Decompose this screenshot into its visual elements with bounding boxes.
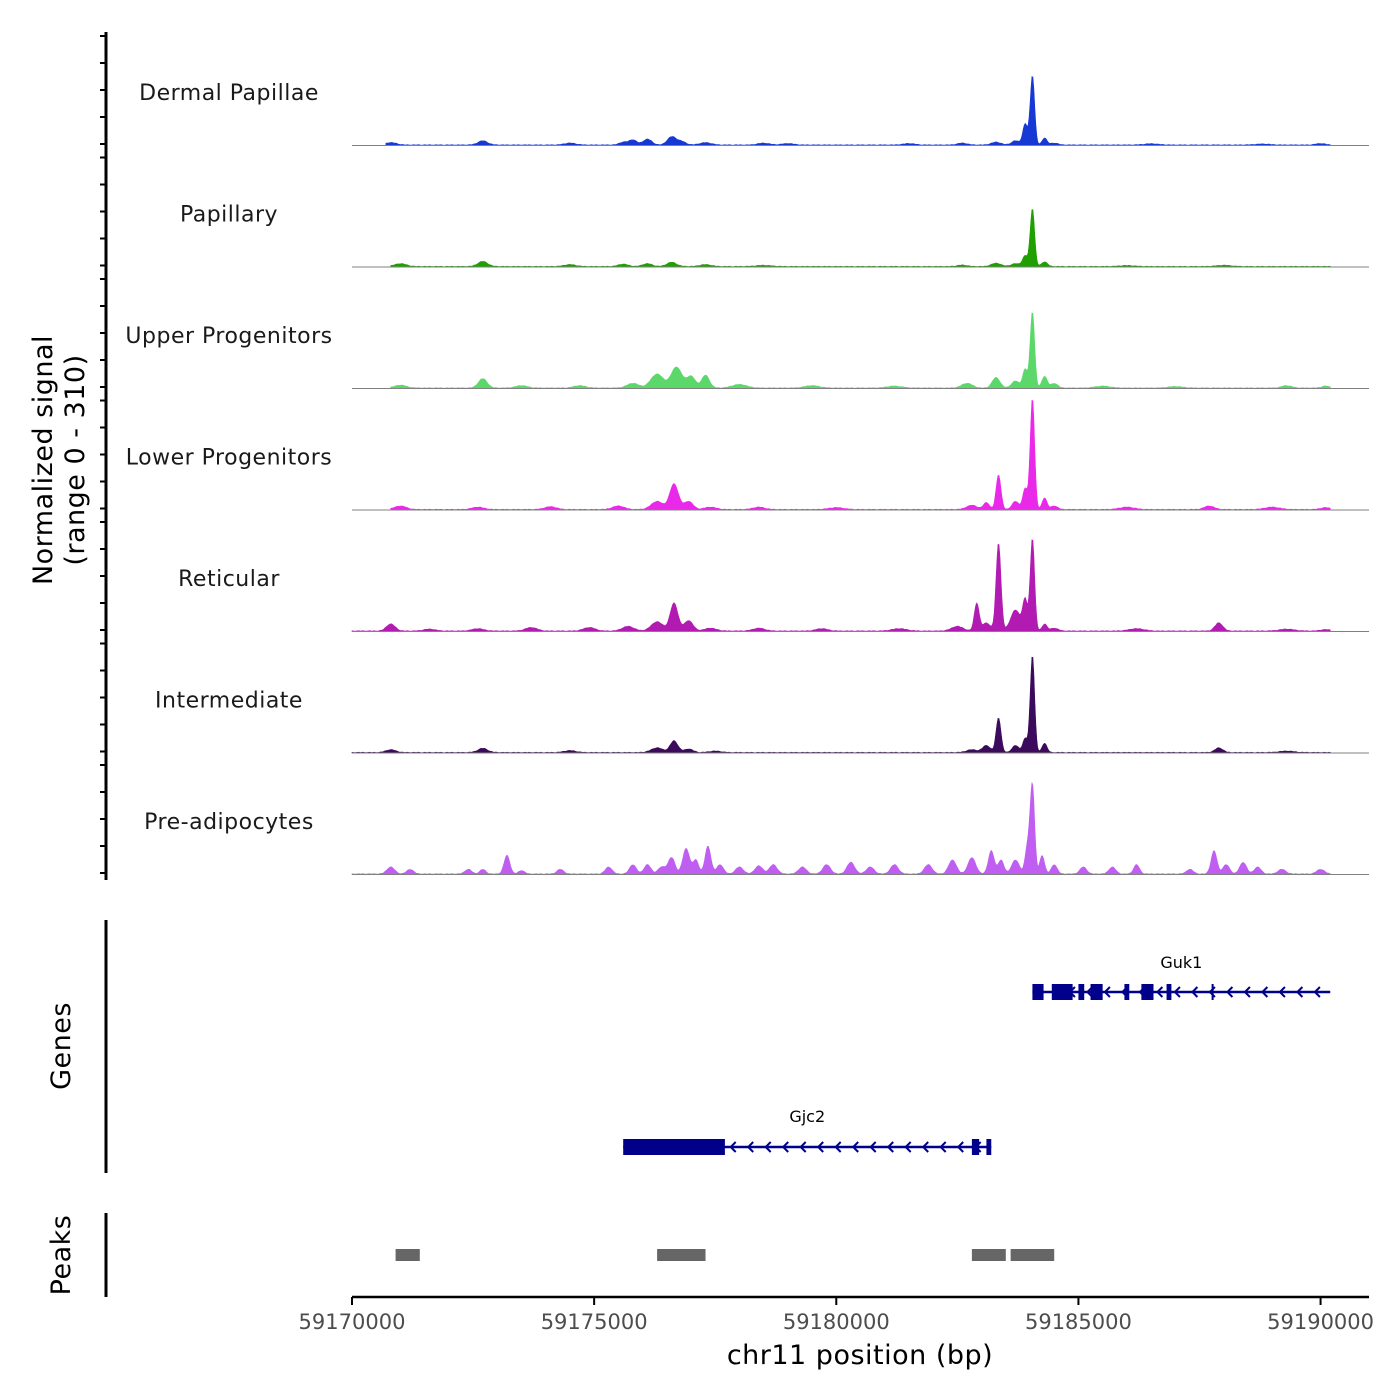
strand-arrow-icon — [799, 1141, 807, 1153]
strand-arrow-icon — [1313, 986, 1321, 998]
track-label: Papillary — [180, 203, 278, 228]
track-papillary: Papillary — [180, 203, 1369, 268]
strand-arrow-icon — [1156, 986, 1164, 998]
x-tick-label: 59175000 — [541, 1310, 648, 1334]
gene-exon — [971, 1139, 980, 1155]
strand-arrow-icon — [921, 1141, 929, 1153]
strand-arrow-icon — [869, 1141, 877, 1153]
strand-arrow-icon — [904, 1141, 912, 1153]
track-label: Lower Progenitors — [126, 446, 332, 471]
x-tick-label: 59185000 — [1025, 1310, 1132, 1334]
peak-regions — [395, 1249, 1055, 1261]
strand-arrow-icon — [781, 1141, 789, 1153]
signal-area-dermal-papillae — [385, 76, 1331, 146]
gene-label: Guk1 — [1160, 953, 1202, 972]
gene-gjc2: Gjc2 — [623, 1107, 992, 1155]
strand-arrow-icon — [1191, 986, 1199, 998]
strand-arrow-icon — [764, 1141, 772, 1153]
track-label: Pre-adipocytes — [144, 810, 314, 835]
gene-exon — [1051, 984, 1073, 1000]
gene-exon — [986, 1139, 992, 1155]
y-axis-title-line-2: (range 0 - 310) — [60, 354, 91, 565]
gene-exon — [1078, 984, 1085, 1000]
signal-area-lower-progenitors — [390, 400, 1331, 511]
track-upper-progenitors: Upper Progenitors — [125, 312, 1369, 389]
gene-exon — [1090, 984, 1103, 1000]
strand-arrow-icon — [1173, 986, 1181, 998]
track-reticular: Reticular — [178, 539, 1369, 632]
track-label: Dermal Papillae — [139, 81, 319, 106]
track-label: Upper Progenitors — [125, 324, 332, 349]
gene-exon — [1211, 984, 1214, 1000]
gene-exon — [1124, 984, 1130, 1000]
signal-axis-ticks — [100, 35, 106, 874]
strand-arrow-icon — [1226, 986, 1234, 998]
x-axis-ticks: 59170000 59175000 59180000 59185000 59190000 — [299, 1297, 1374, 1334]
strand-arrow-icon — [1103, 986, 1111, 998]
gene-exon — [1141, 984, 1154, 1000]
gene-guk1: Guk1 — [1032, 953, 1331, 1000]
track-intermediate: Intermediate — [155, 656, 1369, 754]
signal-area-upper-progenitors — [390, 312, 1331, 389]
strand-arrow-icon — [1296, 986, 1304, 998]
peak-region — [1010, 1249, 1055, 1261]
gene-annotations: Guk1 Gjc2 — [623, 953, 1331, 1155]
track-dermal-papillae: Dermal Papillae — [139, 76, 1369, 146]
strand-arrow-icon — [1243, 986, 1251, 998]
track-label: Reticular — [178, 567, 280, 592]
track-lower-progenitors: Lower Progenitors — [126, 400, 1369, 511]
x-axis-title: chr11 position (bp) — [727, 1340, 993, 1371]
gene-label: Gjc2 — [789, 1107, 825, 1126]
strand-arrow-icon — [834, 1141, 842, 1153]
signal-area-reticular — [351, 539, 1331, 632]
strand-arrow-icon — [816, 1141, 824, 1153]
x-tick-label: 59170000 — [299, 1310, 406, 1334]
strand-arrow-icon — [746, 1141, 754, 1153]
x-tick-label: 59180000 — [783, 1310, 890, 1334]
signal-tracks: Dermal Papillae Papillary Upper Progenitor… — [125, 76, 1369, 875]
signal-area-papillary — [390, 209, 1331, 268]
strand-arrow-icon — [1261, 986, 1269, 998]
peak-region — [395, 1249, 420, 1261]
strand-arrow-icon — [956, 1141, 964, 1153]
y-axis-title-line-1: Normalized signal — [28, 335, 59, 585]
strand-arrow-icon — [729, 1141, 737, 1153]
signal-area-intermediate — [351, 656, 1331, 754]
genes-panel-title: Genes — [46, 1002, 77, 1090]
track-pre-adipocytes: Pre-adipocytes — [144, 782, 1369, 875]
gene-exon — [623, 1139, 725, 1155]
peak-region — [971, 1249, 1006, 1261]
peak-region — [657, 1249, 706, 1261]
strand-arrow-icon — [851, 1141, 859, 1153]
signal-area-pre-adipocytes — [351, 782, 1331, 875]
track-label: Intermediate — [155, 689, 303, 714]
peaks-panel-title: Peaks — [46, 1215, 77, 1296]
gene-exon — [1166, 984, 1172, 1000]
strand-arrow-icon — [1278, 986, 1286, 998]
x-tick-label: 59190000 — [1267, 1310, 1374, 1334]
gene-exon — [1032, 984, 1044, 1000]
strand-arrow-icon — [939, 1141, 947, 1153]
strand-arrow-icon — [886, 1141, 894, 1153]
